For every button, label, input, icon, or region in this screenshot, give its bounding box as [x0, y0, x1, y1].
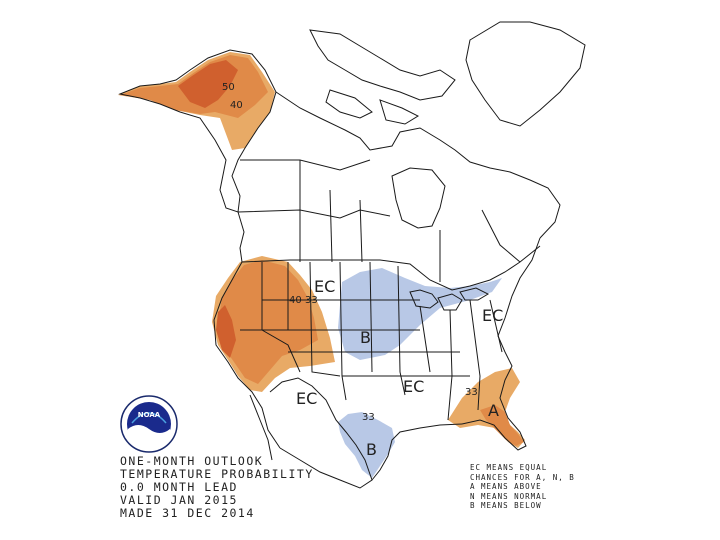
region-label-b-north: B — [360, 328, 371, 347]
map-borders — [118, 21, 586, 489]
legend-line-2: CHANCES FOR A, N, B — [470, 472, 575, 482]
texas-below-33-region — [338, 412, 395, 478]
contour-label-alaska-50: 50 — [222, 82, 235, 93]
title-block: ONE-MONTH OUTLOOK TEMPERATURE PROBABILITY… — [120, 455, 314, 520]
north-central-below-33-region — [338, 268, 502, 360]
region-label-ec-central: EC — [314, 277, 335, 296]
region-label-ec-southwest: EC — [296, 389, 317, 408]
contour-label-alaska-40: 40 — [230, 100, 243, 111]
title-line-4: VALID JAN 2015 — [120, 493, 238, 507]
region-label-b-texas: B — [366, 440, 377, 459]
contour-label-southeast-33: 33 — [465, 387, 478, 398]
legend-line-1: EC MEANS EQUAL — [470, 463, 548, 472]
contour-label-west-40: 40 — [289, 295, 302, 306]
region-label-ec-east: EC — [482, 306, 503, 325]
legend-line-3: A MEANS ABOVE — [470, 482, 542, 491]
west-above-40-region — [218, 260, 318, 384]
west-above-50-region — [216, 305, 236, 358]
alaska-above-50-region — [178, 60, 238, 108]
noaa-logo-icon: NOAA — [120, 395, 178, 453]
contour-label-west-33: 33 — [305, 295, 318, 306]
region-label-a-florida: A — [488, 401, 499, 420]
title-line-5: MADE 31 DEC 2014 — [120, 506, 255, 520]
legend-line-5: B MEANS BELOW — [470, 501, 542, 510]
contour-label-texas-33: 33 — [362, 412, 375, 423]
region-label-ec-south-central: EC — [403, 377, 424, 396]
southeast-above-40-region — [480, 405, 524, 446]
title-line-1: ONE-MONTH OUTLOOK — [120, 454, 264, 468]
legend-line-4: N MEANS NORMAL — [470, 491, 548, 501]
title-line-3: 0.0 MONTH LEAD — [120, 480, 238, 494]
noaa-logo-text: NOAA — [138, 411, 161, 419]
title-line-2: TEMPERATURE PROBABILITY — [120, 467, 314, 481]
